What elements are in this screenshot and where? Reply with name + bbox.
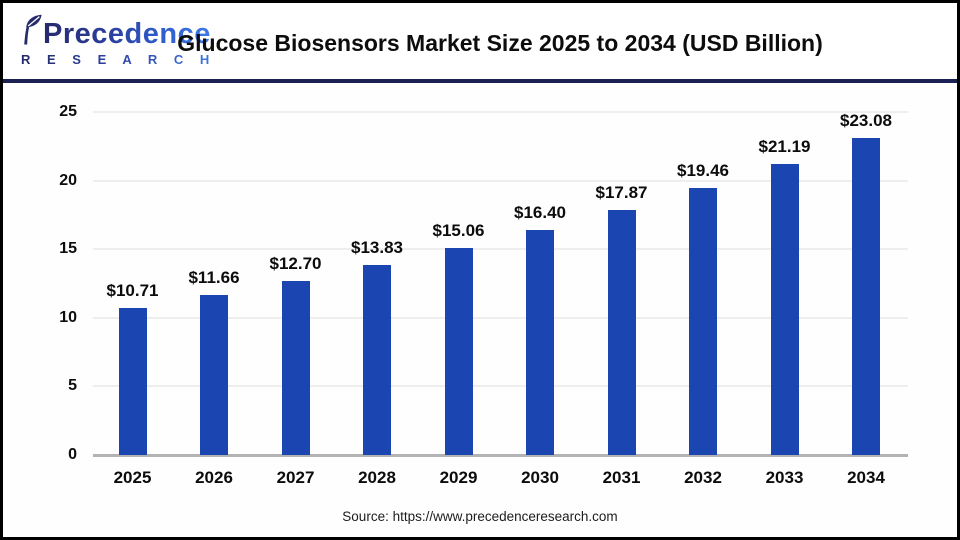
header: Precedence R E S E A R C H Glucose Biose… [3, 3, 957, 79]
logo: Precedence R E S E A R C H [21, 14, 216, 66]
bar-value-2027: $12.70 [269, 253, 322, 273]
source-text: Source: https://www.precedenceresearch.c… [342, 509, 618, 524]
bar-value-2031: $17.87 [595, 182, 648, 202]
bar-value-2028: $13.83 [351, 238, 403, 258]
y-tick-label-15: 15 [59, 240, 77, 258]
bar-value-2029: $15.06 [432, 221, 485, 241]
bar-value-2030: $16.40 [514, 202, 566, 222]
logo-wordmark: Precedence [21, 14, 216, 49]
x-tick-label-2034: 2034 [847, 468, 885, 487]
bar-2028 [363, 265, 391, 455]
logo-name: Precedence [43, 18, 211, 50]
gridline-25 [93, 111, 908, 113]
bar-2030 [526, 229, 554, 455]
header-divider [3, 79, 957, 83]
logo-subtitle: R E S E A R C H [21, 52, 216, 67]
x-tick-label-2025: 2025 [113, 468, 152, 487]
bar-chart: Source: https://www.precedenceresearch.c… [3, 83, 957, 537]
y-tick-label-10: 10 [59, 308, 77, 326]
y-tick-label-25: 25 [59, 103, 77, 120]
gridline-5 [93, 385, 908, 388]
x-tick-label-2027: 2027 [276, 468, 315, 487]
bar-2034 [852, 138, 880, 455]
bar-2032 [689, 188, 717, 455]
x-axis-line [93, 454, 908, 457]
x-tick-label-2031: 2031 [602, 468, 641, 487]
gridline-20 [93, 179, 908, 182]
bar-2025 [118, 308, 147, 455]
bar-value-2034: $23.08 [840, 111, 892, 131]
leaf-icon [21, 14, 42, 49]
x-tick-label-2032: 2032 [684, 468, 722, 487]
bar-value-2026: $11.66 [188, 268, 240, 288]
bar-2031 [607, 209, 636, 455]
gridline-15 [93, 248, 908, 251]
chart-title: Glucose Biosensors Market Size 2025 to 2… [177, 30, 823, 56]
bar-2033 [770, 164, 799, 455]
bar-2029 [444, 248, 473, 455]
y-tick-label-0: 0 [68, 446, 77, 463]
gridline-10 [93, 316, 908, 319]
bar-2026 [200, 295, 228, 455]
y-tick-label-5: 5 [68, 377, 77, 395]
bar-value-2032: $19.46 [677, 161, 729, 180]
y-tick-label-20: 20 [59, 171, 77, 189]
x-tick-label-2033: 2033 [765, 468, 804, 487]
x-tick-label-2030: 2030 [521, 468, 559, 487]
bar-value-2025: $10.71 [106, 281, 159, 301]
x-tick-label-2028: 2028 [358, 468, 396, 487]
x-tick-label-2029: 2029 [439, 468, 478, 487]
bar-value-2033: $21.19 [758, 137, 811, 157]
bar-2027 [281, 280, 310, 455]
x-tick-label-2026: 2026 [195, 468, 233, 487]
